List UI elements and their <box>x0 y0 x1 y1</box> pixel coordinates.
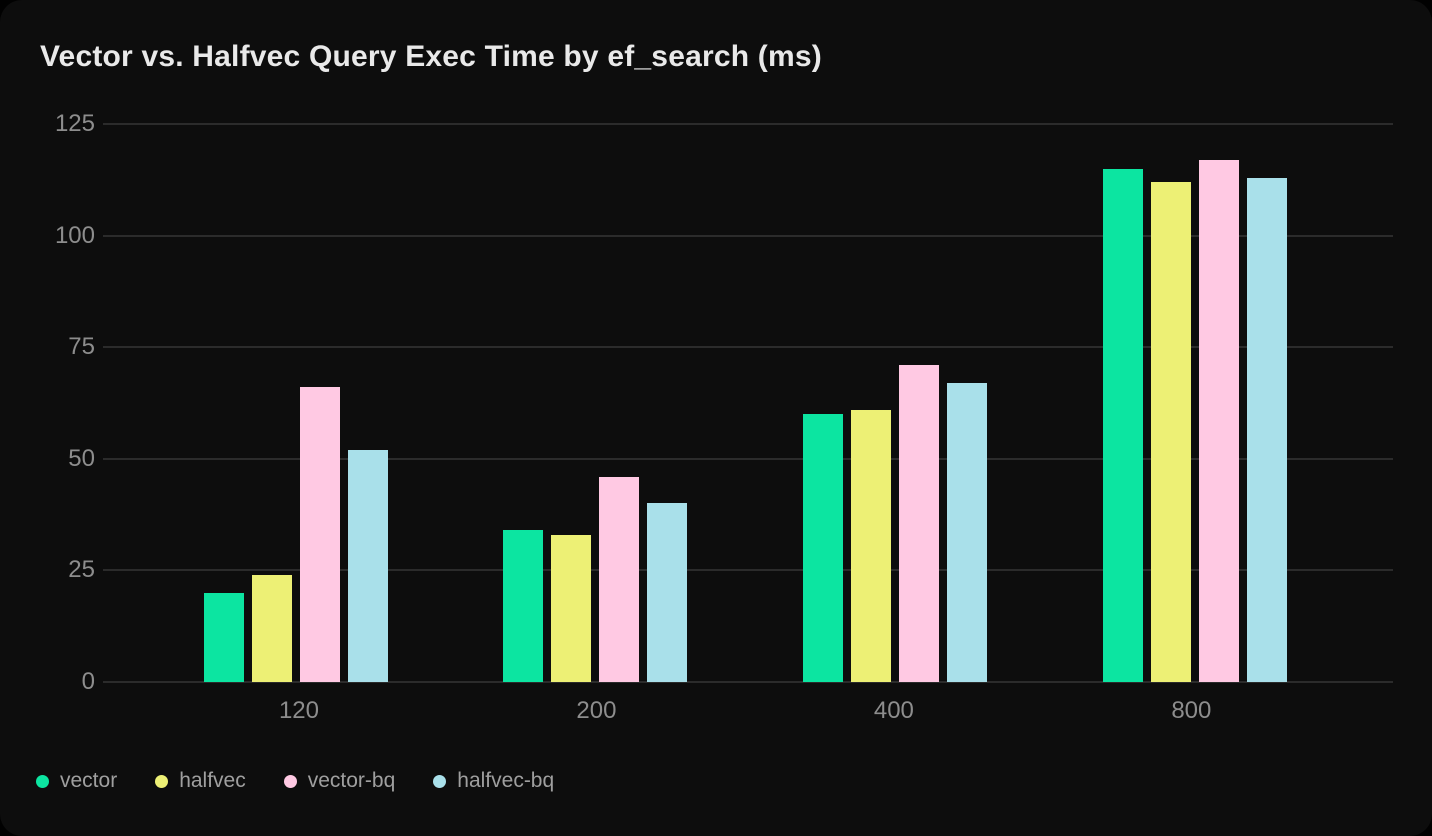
y-tick-label-125: 125 <box>54 110 95 137</box>
y-tick-label-50: 50 <box>68 444 95 472</box>
bar-halfvec-200[interactable] <box>551 534 592 682</box>
gridline-100 <box>103 234 1393 237</box>
x-tick-label-200: 200 <box>576 697 617 724</box>
legend-dot-halfvec-bq <box>433 774 447 788</box>
bar-halfvec-bq-200[interactable] <box>647 503 688 682</box>
legend-item-halfvec-bq[interactable]: halfvec-bq <box>433 769 554 793</box>
legend-item-vector-bq[interactable]: vector-bq <box>283 769 396 793</box>
bar-group-200 <box>446 124 746 682</box>
gridline-50 <box>103 457 1393 460</box>
bar-groups <box>103 124 1393 682</box>
plot-area <box>103 123 1393 683</box>
legend-dot-halfvec <box>155 774 169 788</box>
legend-label: halfvec-bq <box>457 769 555 792</box>
legend-dot-vector-bq <box>283 774 297 788</box>
legend: vector halfvec vector-bq halfvec-bq <box>36 769 554 793</box>
legend-label: halfvec <box>179 769 246 792</box>
y-axis-labels: 0 25 50 75 100 125 <box>0 110 95 695</box>
y-tick-label-25: 25 <box>68 556 95 584</box>
gridline-0 <box>103 681 1393 683</box>
bar-halfvec-bq-800[interactable] <box>1247 177 1288 682</box>
bar-halfvec-bq-400[interactable] <box>947 382 988 682</box>
bar-vector-bq-120[interactable] <box>299 387 340 682</box>
bar-group-800 <box>1045 124 1345 682</box>
bar-halfvec-bq-120[interactable] <box>347 449 388 682</box>
gridline-75 <box>103 346 1393 349</box>
x-tick-label-120: 120 <box>278 697 319 724</box>
y-tick-label-100: 100 <box>54 221 95 249</box>
bar-vector-bq-400[interactable] <box>899 365 940 682</box>
x-tick-label-400: 400 <box>873 697 914 724</box>
legend-dot-vector <box>36 774 49 788</box>
legend-label: vector <box>60 769 118 792</box>
gridline-25 <box>103 569 1393 572</box>
bar-halfvec-400[interactable] <box>851 409 892 682</box>
chart-title: Vector vs. Halfvec Query Exec Time by ef… <box>40 40 822 73</box>
x-axis-labels: 120 200 400 800 <box>103 697 1393 725</box>
bar-group-400 <box>745 124 1045 682</box>
bar-halfvec-120[interactable] <box>251 574 292 682</box>
bar-vector-bq-800[interactable] <box>1199 159 1240 682</box>
bar-vector-400[interactable] <box>803 414 844 682</box>
bar-vector-800[interactable] <box>1103 168 1144 682</box>
bar-vector-200[interactable] <box>503 530 544 682</box>
legend-item-vector[interactable]: vector <box>36 769 117 793</box>
bar-vector-bq-200[interactable] <box>599 476 640 682</box>
legend-item-halfvec[interactable]: halfvec <box>155 769 246 793</box>
bar-vector-120[interactable] <box>203 592 244 682</box>
bar-halfvec-800[interactable] <box>1151 182 1192 682</box>
y-tick-label-0: 0 <box>81 668 95 695</box>
legend-label: vector-bq <box>307 769 396 792</box>
x-tick-label-800: 800 <box>1171 697 1212 724</box>
gridline-125 <box>103 123 1393 125</box>
y-tick-label-75: 75 <box>68 333 95 361</box>
bar-group-120 <box>146 124 446 682</box>
